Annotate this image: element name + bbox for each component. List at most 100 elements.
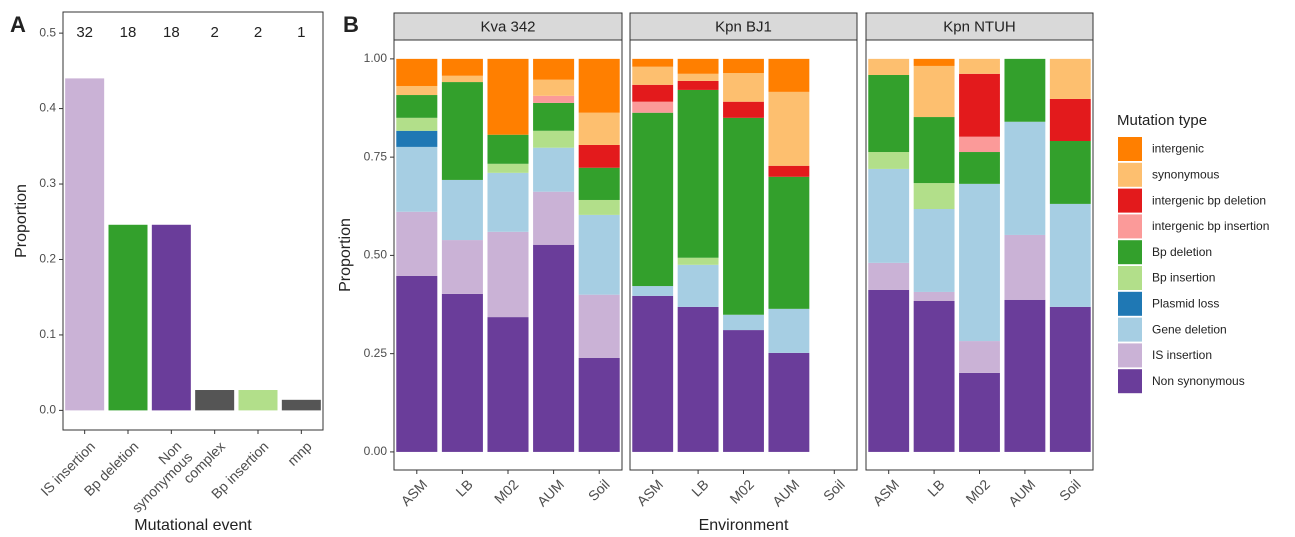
bar-segment [677, 80, 719, 90]
bar-segment [913, 209, 955, 292]
y-tick-label: 0.1 [39, 327, 56, 341]
legend-label: intergenic [1152, 142, 1204, 156]
bar-segment [487, 163, 529, 173]
bar-segment [723, 330, 764, 452]
x-tick-label: AUM [769, 476, 802, 509]
y-axis-title: Proportion [337, 218, 354, 292]
bar-segment [913, 291, 955, 301]
bar [238, 390, 278, 411]
legend-key [1118, 162, 1142, 187]
legend-key [1118, 266, 1142, 290]
bar-segment [868, 168, 910, 263]
bar-segment [533, 79, 575, 96]
bar-segment [868, 262, 910, 290]
y-tick-label: 0.3 [39, 176, 56, 190]
bar-segment [578, 357, 620, 452]
bar-segment [1049, 306, 1091, 452]
strip [393, 12, 623, 41]
bar-segment [441, 82, 483, 180]
bar [195, 390, 235, 411]
x-tick-label: AUM [1005, 476, 1038, 509]
panel-border [393, 39, 623, 471]
bar-segment [1004, 299, 1046, 452]
bar-segment [677, 73, 719, 81]
bar-segment [677, 89, 719, 258]
bar-segment [533, 147, 575, 192]
bar-segment [396, 130, 438, 147]
bar-segment [1004, 121, 1046, 235]
bar-segment [487, 317, 529, 452]
bar-segment [677, 257, 719, 265]
count-label: 2 [210, 24, 218, 41]
bar-segment [632, 84, 674, 102]
bar-segment [768, 176, 810, 309]
bar-segment [723, 73, 764, 102]
bar-segment [396, 58, 438, 86]
count-label: 1 [297, 24, 305, 41]
bar-segment [959, 136, 1000, 153]
legend-label: intergenic bp insertion [1152, 219, 1269, 233]
bar-segment [768, 91, 810, 166]
y-tick-label: 1.00 [364, 51, 388, 65]
strip [865, 12, 1094, 41]
bar-segment [768, 165, 810, 177]
facet-title: Kva 342 [480, 18, 535, 35]
bar-segment [677, 264, 719, 307]
bar-segment [959, 73, 1000, 137]
y-tick-label: 0.00 [364, 444, 388, 458]
bar-segment [441, 293, 483, 452]
bar-segment [396, 95, 438, 118]
bar-segment [578, 199, 620, 215]
bar-segment [578, 167, 620, 200]
legend-key [1118, 137, 1142, 161]
bar-segment [868, 58, 910, 75]
x-tick-label: LB [452, 476, 475, 499]
bar-segment [723, 314, 764, 331]
bar-segment [723, 101, 764, 118]
bar-segment [632, 101, 674, 113]
x-tick-label: Soil [820, 476, 848, 504]
bar-segment [396, 275, 438, 452]
facet-title: Kpn NTUH [943, 18, 1016, 35]
bar-segment [913, 65, 955, 118]
bar-segment [396, 117, 438, 131]
legend-title: Mutation type [1117, 112, 1207, 129]
bar-segment [632, 58, 674, 67]
bar-segment [632, 286, 674, 296]
bar-segment [487, 58, 529, 135]
bar-segment [868, 289, 910, 452]
bar-segment [441, 58, 483, 76]
bar-segment [1049, 58, 1091, 99]
bar-segment [1049, 203, 1091, 307]
x-tick-label: ASM [633, 476, 666, 509]
bar-segment [578, 214, 620, 295]
bar-segment [723, 117, 764, 315]
bar-segment [868, 152, 910, 169]
bar-segment [533, 130, 575, 148]
bar-segment [913, 58, 955, 66]
x-tick-label: ASM [398, 476, 431, 509]
y-tick-label: 0.75 [364, 149, 388, 163]
y-tick-label: 0.2 [39, 252, 56, 266]
count-label: 2 [254, 24, 262, 41]
x-tick-label: Soil [585, 476, 613, 504]
bar-segment [768, 308, 810, 353]
x-tick-label: LB [924, 476, 947, 499]
y-tick-label: 0.0 [39, 403, 56, 417]
bar-segment [533, 95, 575, 103]
x-tick-label: AUM [534, 476, 567, 509]
bar-segment [396, 85, 438, 96]
x-tick-label: ASM [869, 476, 902, 509]
y-axis-title: Proportion [13, 184, 30, 258]
x-axis-title: Mutational event [134, 517, 252, 534]
bar-segment [868, 74, 910, 153]
bar-segment [959, 341, 1000, 373]
legend-label: Bp insertion [1152, 271, 1215, 285]
x-tick-label: M02 [962, 476, 993, 507]
legend-label: Gene deletion [1152, 322, 1227, 336]
bar-segment [533, 102, 575, 131]
bar [151, 224, 191, 411]
bar-segment [1004, 58, 1046, 122]
bar [108, 224, 148, 411]
